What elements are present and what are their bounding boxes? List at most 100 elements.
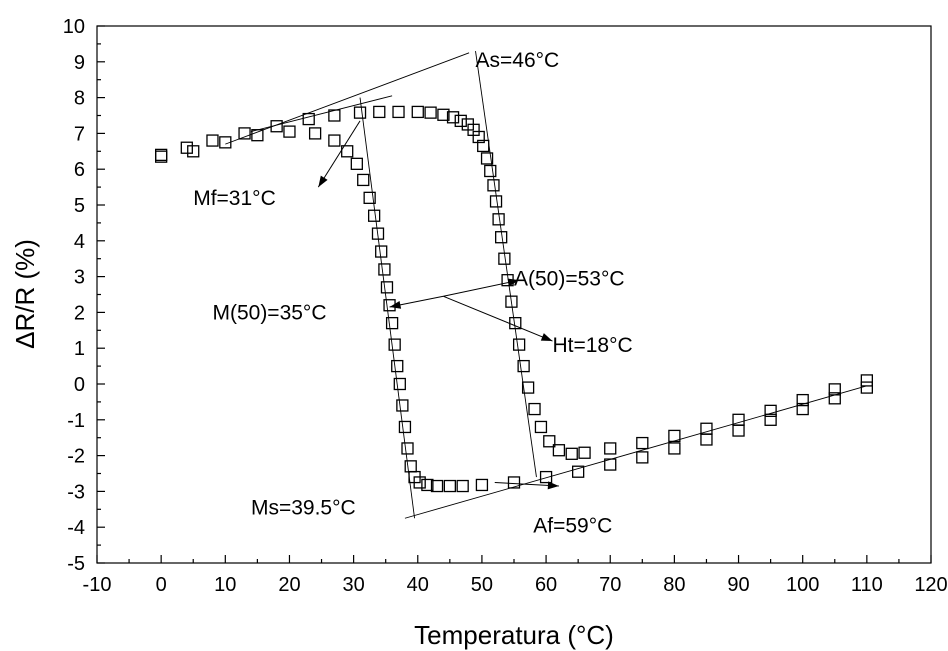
x-tick-label: 20 — [278, 574, 300, 596]
arrow-head — [507, 278, 520, 287]
y-tick-label: 6 — [74, 159, 85, 181]
data-point — [732, 413, 745, 426]
y-tick-label: -5 — [67, 553, 85, 575]
y-tick-label: 9 — [74, 52, 85, 74]
data-point — [238, 127, 251, 140]
data-point — [475, 478, 489, 492]
data-point — [398, 420, 412, 434]
annotation-label: As=46°C — [476, 49, 560, 72]
data-point — [732, 424, 745, 437]
data-point — [517, 359, 530, 373]
data-point — [796, 402, 809, 416]
y-tick-label: -2 — [67, 446, 85, 468]
data-point — [155, 148, 168, 162]
data-point — [636, 451, 649, 464]
y-tick-label: 2 — [74, 302, 85, 324]
data-point — [328, 109, 341, 122]
annotation-arrow — [443, 295, 553, 342]
data-point — [578, 446, 591, 459]
x-tick-label: 100 — [786, 574, 819, 596]
x-tick-label: 60 — [535, 574, 557, 596]
data-point — [187, 145, 200, 158]
data-point — [373, 105, 386, 119]
data-point — [764, 404, 777, 418]
data-point — [498, 252, 511, 265]
data-point — [552, 444, 566, 457]
x-tick-label: 0 — [156, 574, 167, 596]
data-point — [206, 134, 219, 147]
data-point — [353, 106, 367, 119]
data-point — [270, 120, 283, 133]
data-point — [283, 125, 296, 138]
tangent-line — [250, 95, 393, 133]
arrow-head — [389, 300, 402, 309]
data-point — [484, 164, 497, 178]
x-tick-label: 30 — [342, 574, 364, 596]
annotation-label: Ht=18°C — [552, 334, 632, 357]
data-point — [380, 281, 394, 294]
x-axis-label: Temperatura (°C) — [414, 620, 614, 650]
tangent-line — [404, 385, 867, 519]
x-tick-label: 70 — [599, 574, 621, 596]
annotations: As=46°C Mf=31°C A(50)=53°C M(50)=35°C Ht=18°… — [193, 49, 632, 537]
data-point — [411, 105, 424, 119]
data-point — [480, 152, 494, 165]
y-tick-label: 0 — [74, 374, 85, 396]
y-axis-label: ΔR/R (%) — [10, 239, 40, 349]
y-tick-label: 7 — [74, 123, 85, 145]
data-point — [375, 245, 388, 258]
data-point — [396, 399, 409, 412]
data-point — [392, 105, 405, 119]
data-point — [507, 476, 521, 489]
data-point — [456, 479, 469, 493]
y-tick-label: -4 — [67, 517, 85, 539]
data-point — [371, 227, 385, 240]
data-point — [828, 392, 841, 405]
arrow-head — [540, 333, 553, 342]
data-point — [512, 338, 526, 351]
data-point — [350, 157, 363, 170]
data-point — [700, 422, 713, 435]
x-tick-label: 120 — [914, 574, 947, 596]
data-point — [668, 442, 681, 455]
y-axis-ticks: -5 -4 -3 -2 -1 0 1 2 3 4 5 6 7 8 9 10 — [63, 16, 105, 575]
data-point — [391, 359, 404, 373]
tangent-line — [359, 97, 416, 519]
annotation-label: A(50)=53°C — [514, 268, 625, 291]
plot-frame — [96, 25, 932, 564]
annotation-label: Af=59°C — [533, 515, 612, 538]
data-point — [328, 134, 341, 147]
data-point — [393, 377, 406, 391]
data-point — [700, 433, 713, 446]
data-point — [180, 141, 193, 154]
data-point — [487, 179, 500, 192]
data-point — [534, 420, 548, 434]
data-point — [388, 338, 401, 351]
arrow-head — [547, 481, 559, 490]
y-tick-label: 10 — [63, 16, 85, 38]
data-point — [367, 209, 381, 222]
y-tick-label: 4 — [74, 231, 85, 253]
data-point — [492, 213, 505, 226]
data-point — [424, 106, 437, 119]
x-tick-label: 40 — [407, 574, 429, 596]
data-point — [430, 479, 444, 493]
x-tick-label: 50 — [471, 574, 493, 596]
data-point — [385, 316, 399, 330]
data-point — [461, 118, 474, 131]
data-point — [860, 381, 873, 394]
y-tick-label: -1 — [67, 410, 85, 432]
tangent-guide-lines — [225, 50, 867, 519]
annotation-arrows — [317, 120, 559, 490]
data-point — [341, 145, 354, 158]
data-point — [668, 429, 681, 443]
data-point — [565, 447, 578, 460]
x-tick-label: 90 — [727, 574, 749, 596]
data-point — [357, 173, 370, 187]
x-tick-label: 80 — [663, 574, 685, 596]
data-point — [543, 435, 556, 448]
annotation-arrow — [443, 279, 520, 297]
data-point — [421, 478, 434, 492]
data-point — [828, 383, 841, 396]
